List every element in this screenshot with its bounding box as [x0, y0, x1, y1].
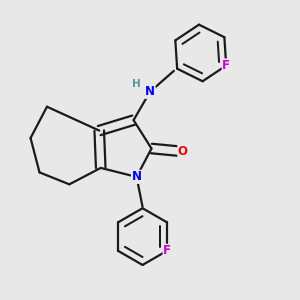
Text: F: F	[222, 59, 230, 72]
Text: N: N	[132, 170, 142, 183]
Text: H: H	[132, 79, 141, 89]
Text: F: F	[163, 244, 171, 257]
Text: O: O	[178, 145, 188, 158]
Text: N: N	[145, 85, 155, 98]
